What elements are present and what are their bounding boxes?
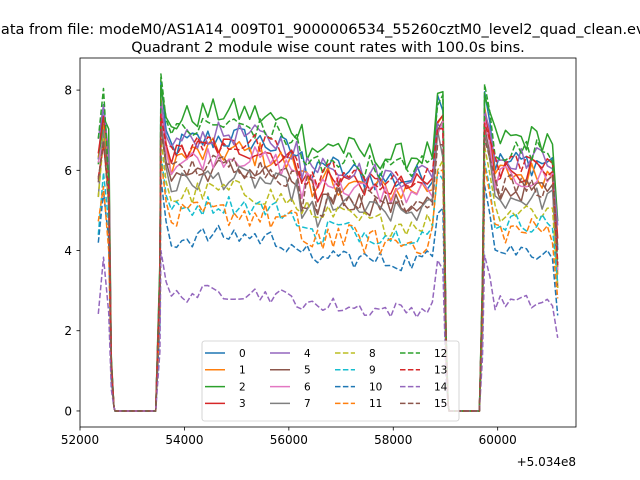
legend-label-10: 10	[369, 381, 382, 393]
legend-label-15: 15	[434, 398, 447, 410]
legend-label-1: 1	[239, 365, 246, 377]
series-line-8	[97, 137, 559, 412]
series-line-9	[97, 153, 559, 412]
legend-label-13: 13	[434, 365, 447, 377]
legend-label-11: 11	[369, 398, 382, 410]
legend-label-5: 5	[304, 365, 311, 377]
series-line-10	[97, 177, 559, 412]
y-tick-label: 8	[64, 84, 72, 98]
series-line-11	[97, 157, 559, 412]
x-offset-label: +5.034e8	[517, 455, 576, 469]
legend-label-12: 12	[434, 348, 447, 360]
y-tick-label: 2	[64, 324, 72, 338]
legend-label-7: 7	[304, 398, 311, 410]
legend-label-9: 9	[369, 365, 376, 377]
figure-suptitle: Data from file: modeM0/AS1A14_009T01_900…	[0, 22, 640, 38]
y-tick-label: 4	[64, 244, 72, 258]
x-tick-label: 60000	[479, 433, 517, 447]
series-line-13	[97, 113, 559, 412]
y-tick-label: 0	[64, 404, 72, 418]
series-line-5	[97, 117, 559, 412]
legend-label-0: 0	[239, 348, 246, 360]
legend-label-14: 14	[434, 381, 448, 393]
x-tick-label: 58000	[374, 433, 412, 447]
chart-title: Quadrant 2 module wise count rates with …	[131, 40, 525, 56]
y-tick-label: 6	[64, 164, 72, 178]
legend-box	[201, 340, 460, 422]
series-line-3	[97, 105, 559, 412]
series-line-2	[97, 85, 559, 412]
series-line-12	[97, 73, 559, 412]
x-tick-label: 52000	[61, 433, 99, 447]
series-line-7	[97, 121, 559, 412]
x-tick-label: 56000	[270, 433, 308, 447]
x-tick-label: 54000	[165, 433, 203, 447]
series-line-15	[97, 129, 559, 412]
legend-label-8: 8	[369, 348, 376, 360]
legend-label-3: 3	[239, 398, 246, 410]
axes: 52000 54000 56000 58000 60000 0 2 4 6 8	[61, 57, 577, 447]
series-line-4	[97, 101, 559, 412]
legend-label-6: 6	[304, 381, 311, 393]
legend-label-2: 2	[239, 381, 246, 393]
series-line-14	[97, 249, 559, 412]
plot-frame	[79, 57, 577, 428]
series-layer	[97, 73, 559, 412]
legend-label-4: 4	[304, 348, 311, 360]
